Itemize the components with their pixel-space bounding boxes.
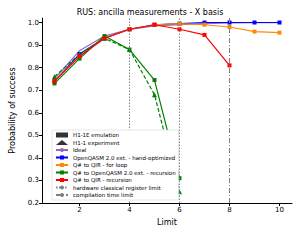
svg-text:2: 2 (77, 206, 81, 214)
svg-text:hardware classical register li: hardware classical register limit (73, 185, 161, 192)
svg-text:0.4: 0.4 (28, 154, 40, 162)
svg-text:0.5: 0.5 (28, 131, 39, 139)
svg-text:OpenQASM 2.0 ext. - hand-optim: OpenQASM 2.0 ext. - hand-optimized (73, 155, 175, 162)
svg-text:Limit: Limit (157, 218, 177, 227)
svg-text:10: 10 (275, 206, 284, 214)
svg-text:0.9: 0.9 (28, 41, 39, 49)
svg-text:Q# to QIR - for loop: Q# to QIR - for loop (73, 162, 128, 169)
svg-text:compilation time limit: compilation time limit (73, 192, 134, 199)
svg-text:Probability of success: Probability of success (8, 67, 17, 153)
svg-text:0.7: 0.7 (28, 86, 39, 94)
svg-text:8: 8 (227, 206, 231, 214)
svg-text:4: 4 (127, 206, 132, 214)
svg-text:1.0: 1.0 (28, 19, 39, 27)
svg-text:0.8: 0.8 (28, 64, 39, 72)
svg-text:Q# to QIR - recursion: Q# to QIR - recursion (73, 177, 132, 183)
svg-text:0.6: 0.6 (28, 109, 40, 117)
svg-text:RUS: ancilla measurements - X: RUS: ancilla measurements - X basis (77, 8, 224, 17)
svg-text:Q# to OpenQASM 2.0 ext. - recu: Q# to OpenQASM 2.0 ext. - recursion (73, 170, 176, 177)
svg-text:Ideal: Ideal (73, 147, 87, 153)
svg-text:6: 6 (177, 206, 182, 214)
svg-text:H1-1 experiment: H1-1 experiment (73, 140, 120, 147)
svg-text:0.3: 0.3 (28, 176, 39, 184)
svg-text:H1-1E emulation: H1-1E emulation (73, 132, 120, 138)
svg-text:0.2: 0.2 (28, 199, 39, 207)
